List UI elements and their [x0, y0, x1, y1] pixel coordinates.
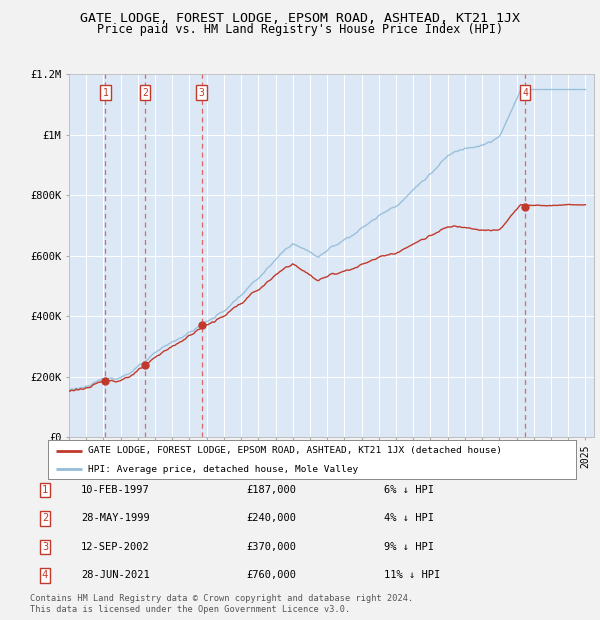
Text: GATE LODGE, FOREST LODGE, EPSOM ROAD, ASHTEAD, KT21 1JX (detached house): GATE LODGE, FOREST LODGE, EPSOM ROAD, AS…: [88, 446, 502, 456]
Text: This data is licensed under the Open Government Licence v3.0.: This data is licensed under the Open Gov…: [30, 604, 350, 614]
Text: 4: 4: [42, 570, 48, 580]
Text: 28-MAY-1999: 28-MAY-1999: [81, 513, 150, 523]
Text: 3: 3: [42, 542, 48, 552]
Text: £760,000: £760,000: [246, 570, 296, 580]
Text: 28-JUN-2021: 28-JUN-2021: [81, 570, 150, 580]
Text: 2: 2: [42, 513, 48, 523]
Text: 4% ↓ HPI: 4% ↓ HPI: [384, 513, 434, 523]
Text: 6% ↓ HPI: 6% ↓ HPI: [384, 485, 434, 495]
Text: 2: 2: [142, 87, 148, 97]
Text: HPI: Average price, detached house, Mole Valley: HPI: Average price, detached house, Mole…: [88, 464, 358, 474]
Text: £187,000: £187,000: [246, 485, 296, 495]
Text: 12-SEP-2002: 12-SEP-2002: [81, 542, 150, 552]
Text: Price paid vs. HM Land Registry's House Price Index (HPI): Price paid vs. HM Land Registry's House …: [97, 23, 503, 36]
Text: 9% ↓ HPI: 9% ↓ HPI: [384, 542, 434, 552]
Text: £240,000: £240,000: [246, 513, 296, 523]
Text: GATE LODGE, FOREST LODGE, EPSOM ROAD, ASHTEAD, KT21 1JX: GATE LODGE, FOREST LODGE, EPSOM ROAD, AS…: [80, 12, 520, 25]
Text: £370,000: £370,000: [246, 542, 296, 552]
Text: 11% ↓ HPI: 11% ↓ HPI: [384, 570, 440, 580]
Text: 1: 1: [103, 87, 108, 97]
Text: 3: 3: [199, 87, 205, 97]
Text: 10-FEB-1997: 10-FEB-1997: [81, 485, 150, 495]
Text: 4: 4: [522, 87, 528, 97]
Text: Contains HM Land Registry data © Crown copyright and database right 2024.: Contains HM Land Registry data © Crown c…: [30, 594, 413, 603]
Text: 1: 1: [42, 485, 48, 495]
